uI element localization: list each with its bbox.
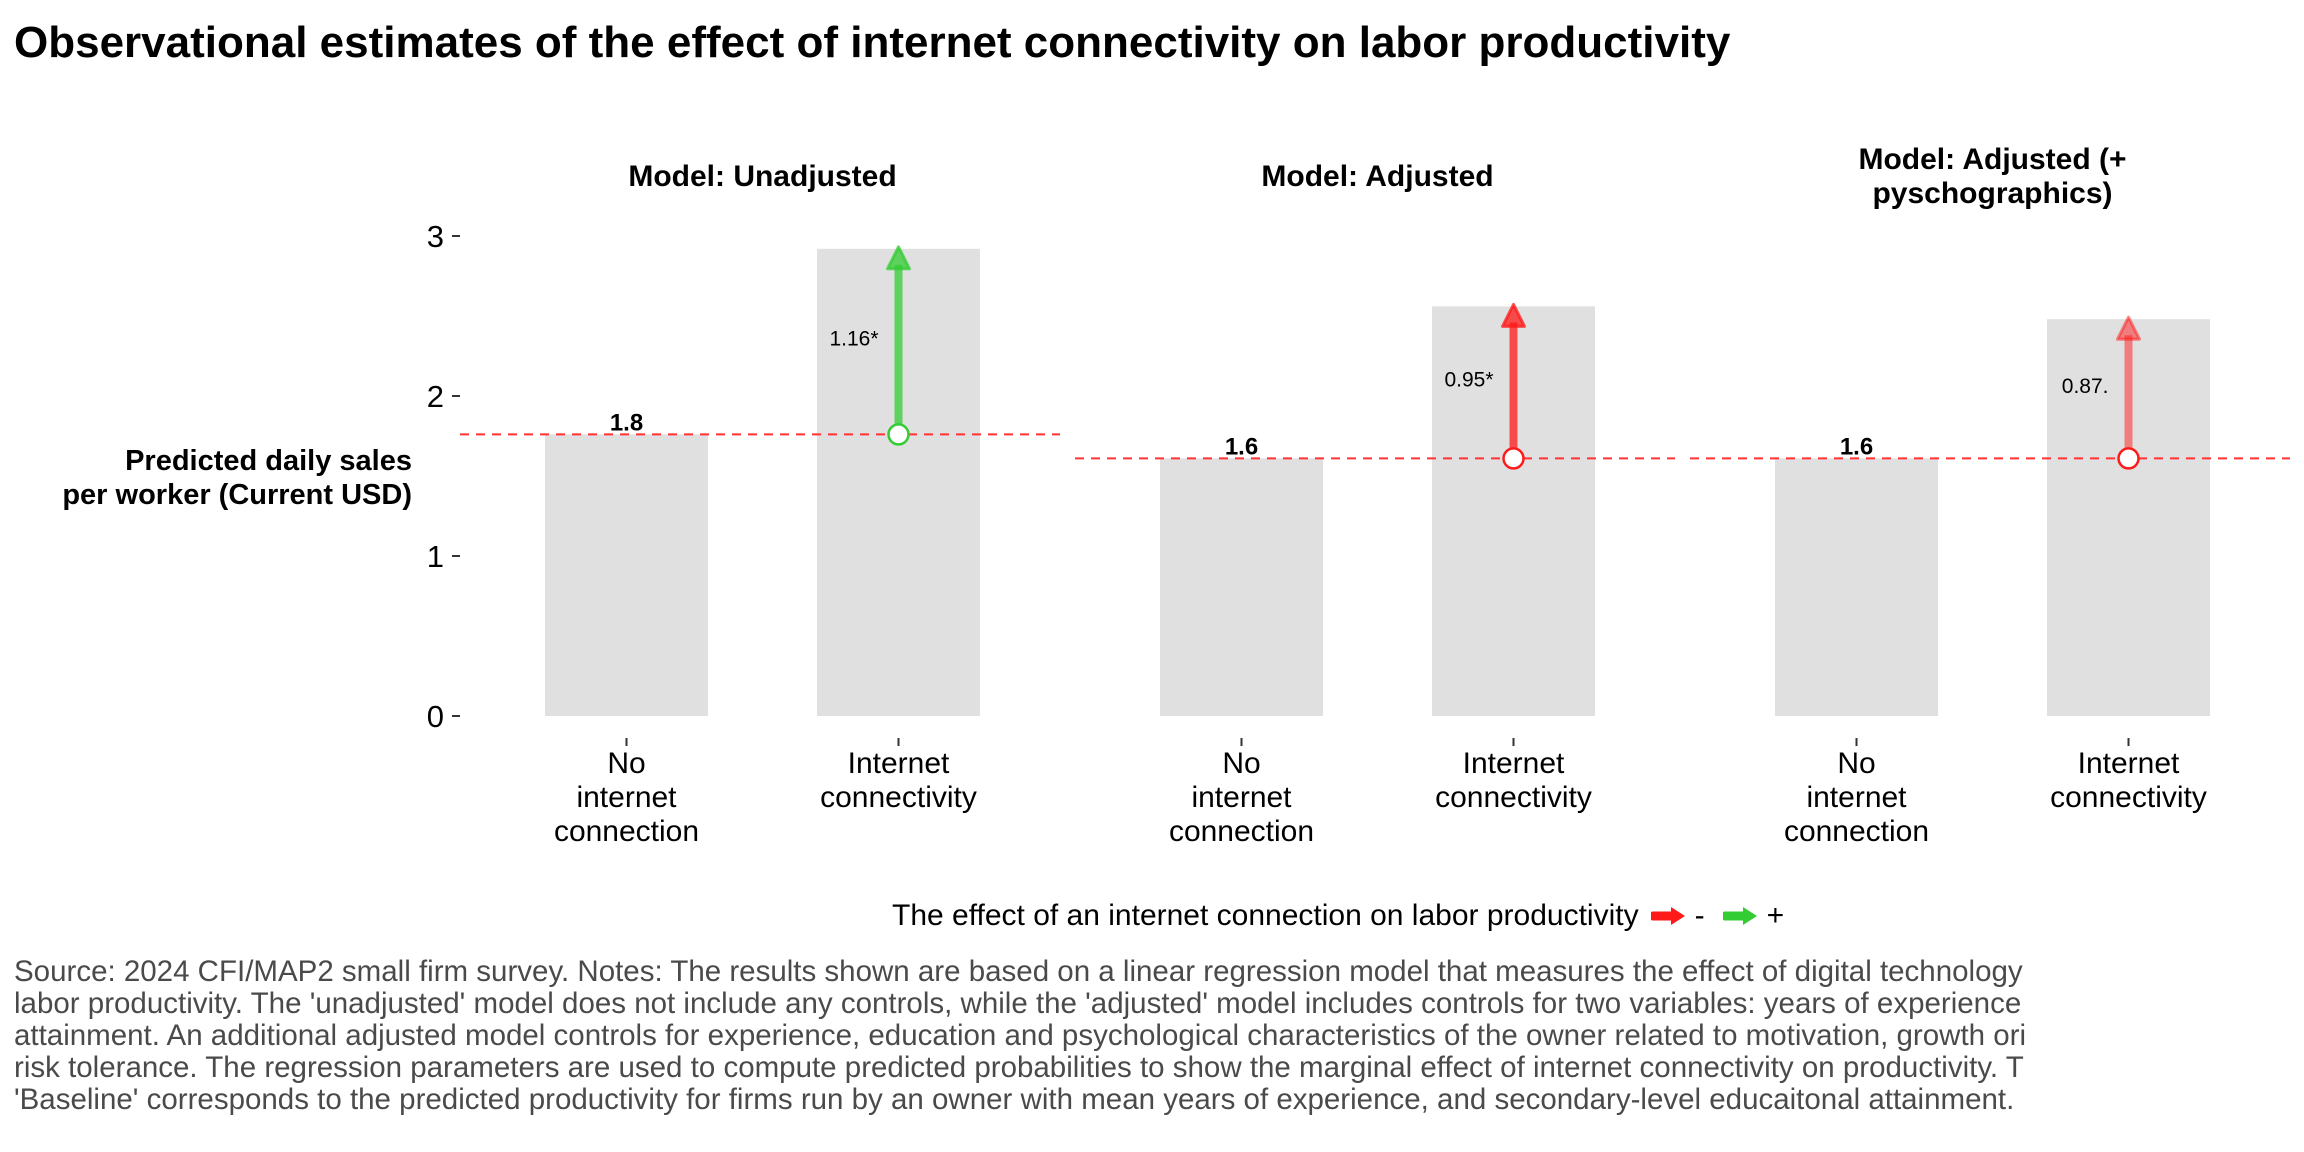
baseline-value-label: 1.6 [1225, 433, 1258, 460]
effect-arrows-layer [886, 245, 2141, 470]
bar [545, 434, 708, 716]
baseline-point [1502, 447, 1525, 470]
y-tick-label: 3 [427, 219, 444, 254]
labels-layer: 1.8 1.16* 1.6 0.95* 1.6 0.87. [610, 328, 2109, 461]
effect-value-label: 1.16* [829, 328, 878, 351]
baseline-value-label: 1.8 [610, 409, 643, 436]
baseline-point [2117, 447, 2140, 470]
x-category-label: Internet connectivity [2050, 747, 2207, 814]
legend: The effect of an internet connection on … [892, 896, 1784, 936]
x-category-label: No internet connection [1783, 747, 1930, 848]
legend-positive-arrow-icon [1722, 905, 1759, 927]
bar [1775, 458, 1938, 716]
x-category-label: Internet connectivity [820, 747, 977, 814]
x-category-label: No internet connection [1168, 747, 1315, 848]
effect-arrow-head [2116, 315, 2141, 341]
effect-value-label: 0.87. [2062, 375, 2109, 398]
effect-arrow-head [1501, 302, 1526, 328]
legend-title: The effect of an internet connection on … [892, 899, 1639, 932]
y-axis-label: Predicted daily sales per worker (Curren… [62, 445, 412, 511]
x-category-label: No internet connection [553, 747, 700, 848]
bar [1160, 458, 1323, 716]
y-tick-label: 1 [427, 539, 444, 574]
baseline-layer [460, 433, 2290, 460]
y-tick-label: 0 [427, 699, 444, 734]
chart-title: Observational estimates of the effect of… [14, 18, 1731, 67]
panel-title: Model: Adjusted [1261, 160, 1494, 193]
baseline-value-label: 1.6 [1840, 433, 1873, 460]
y-tick-label: 2 [427, 379, 444, 414]
panel-title: Model: Unadjusted [628, 160, 897, 193]
baseline-point [887, 423, 910, 446]
legend-positive-label: + [1766, 899, 1785, 932]
panel-title: Model: Adjusted (+ pyschographics) [1858, 143, 2127, 210]
source-notes: Source: 2024 CFI/MAP2 small firm survey.… [14, 956, 2027, 1116]
y-axis: 0 1 2 3 [427, 219, 2130, 746]
legend-negative-arrow-icon [1650, 905, 1687, 927]
effect-value-label: 0.95* [1444, 368, 1493, 391]
legend-negative-label: - [1694, 899, 1705, 932]
x-category-label: Internet connectivity [1435, 747, 1592, 814]
effect-arrow-head [886, 245, 911, 271]
bars-layer [545, 248, 2210, 717]
